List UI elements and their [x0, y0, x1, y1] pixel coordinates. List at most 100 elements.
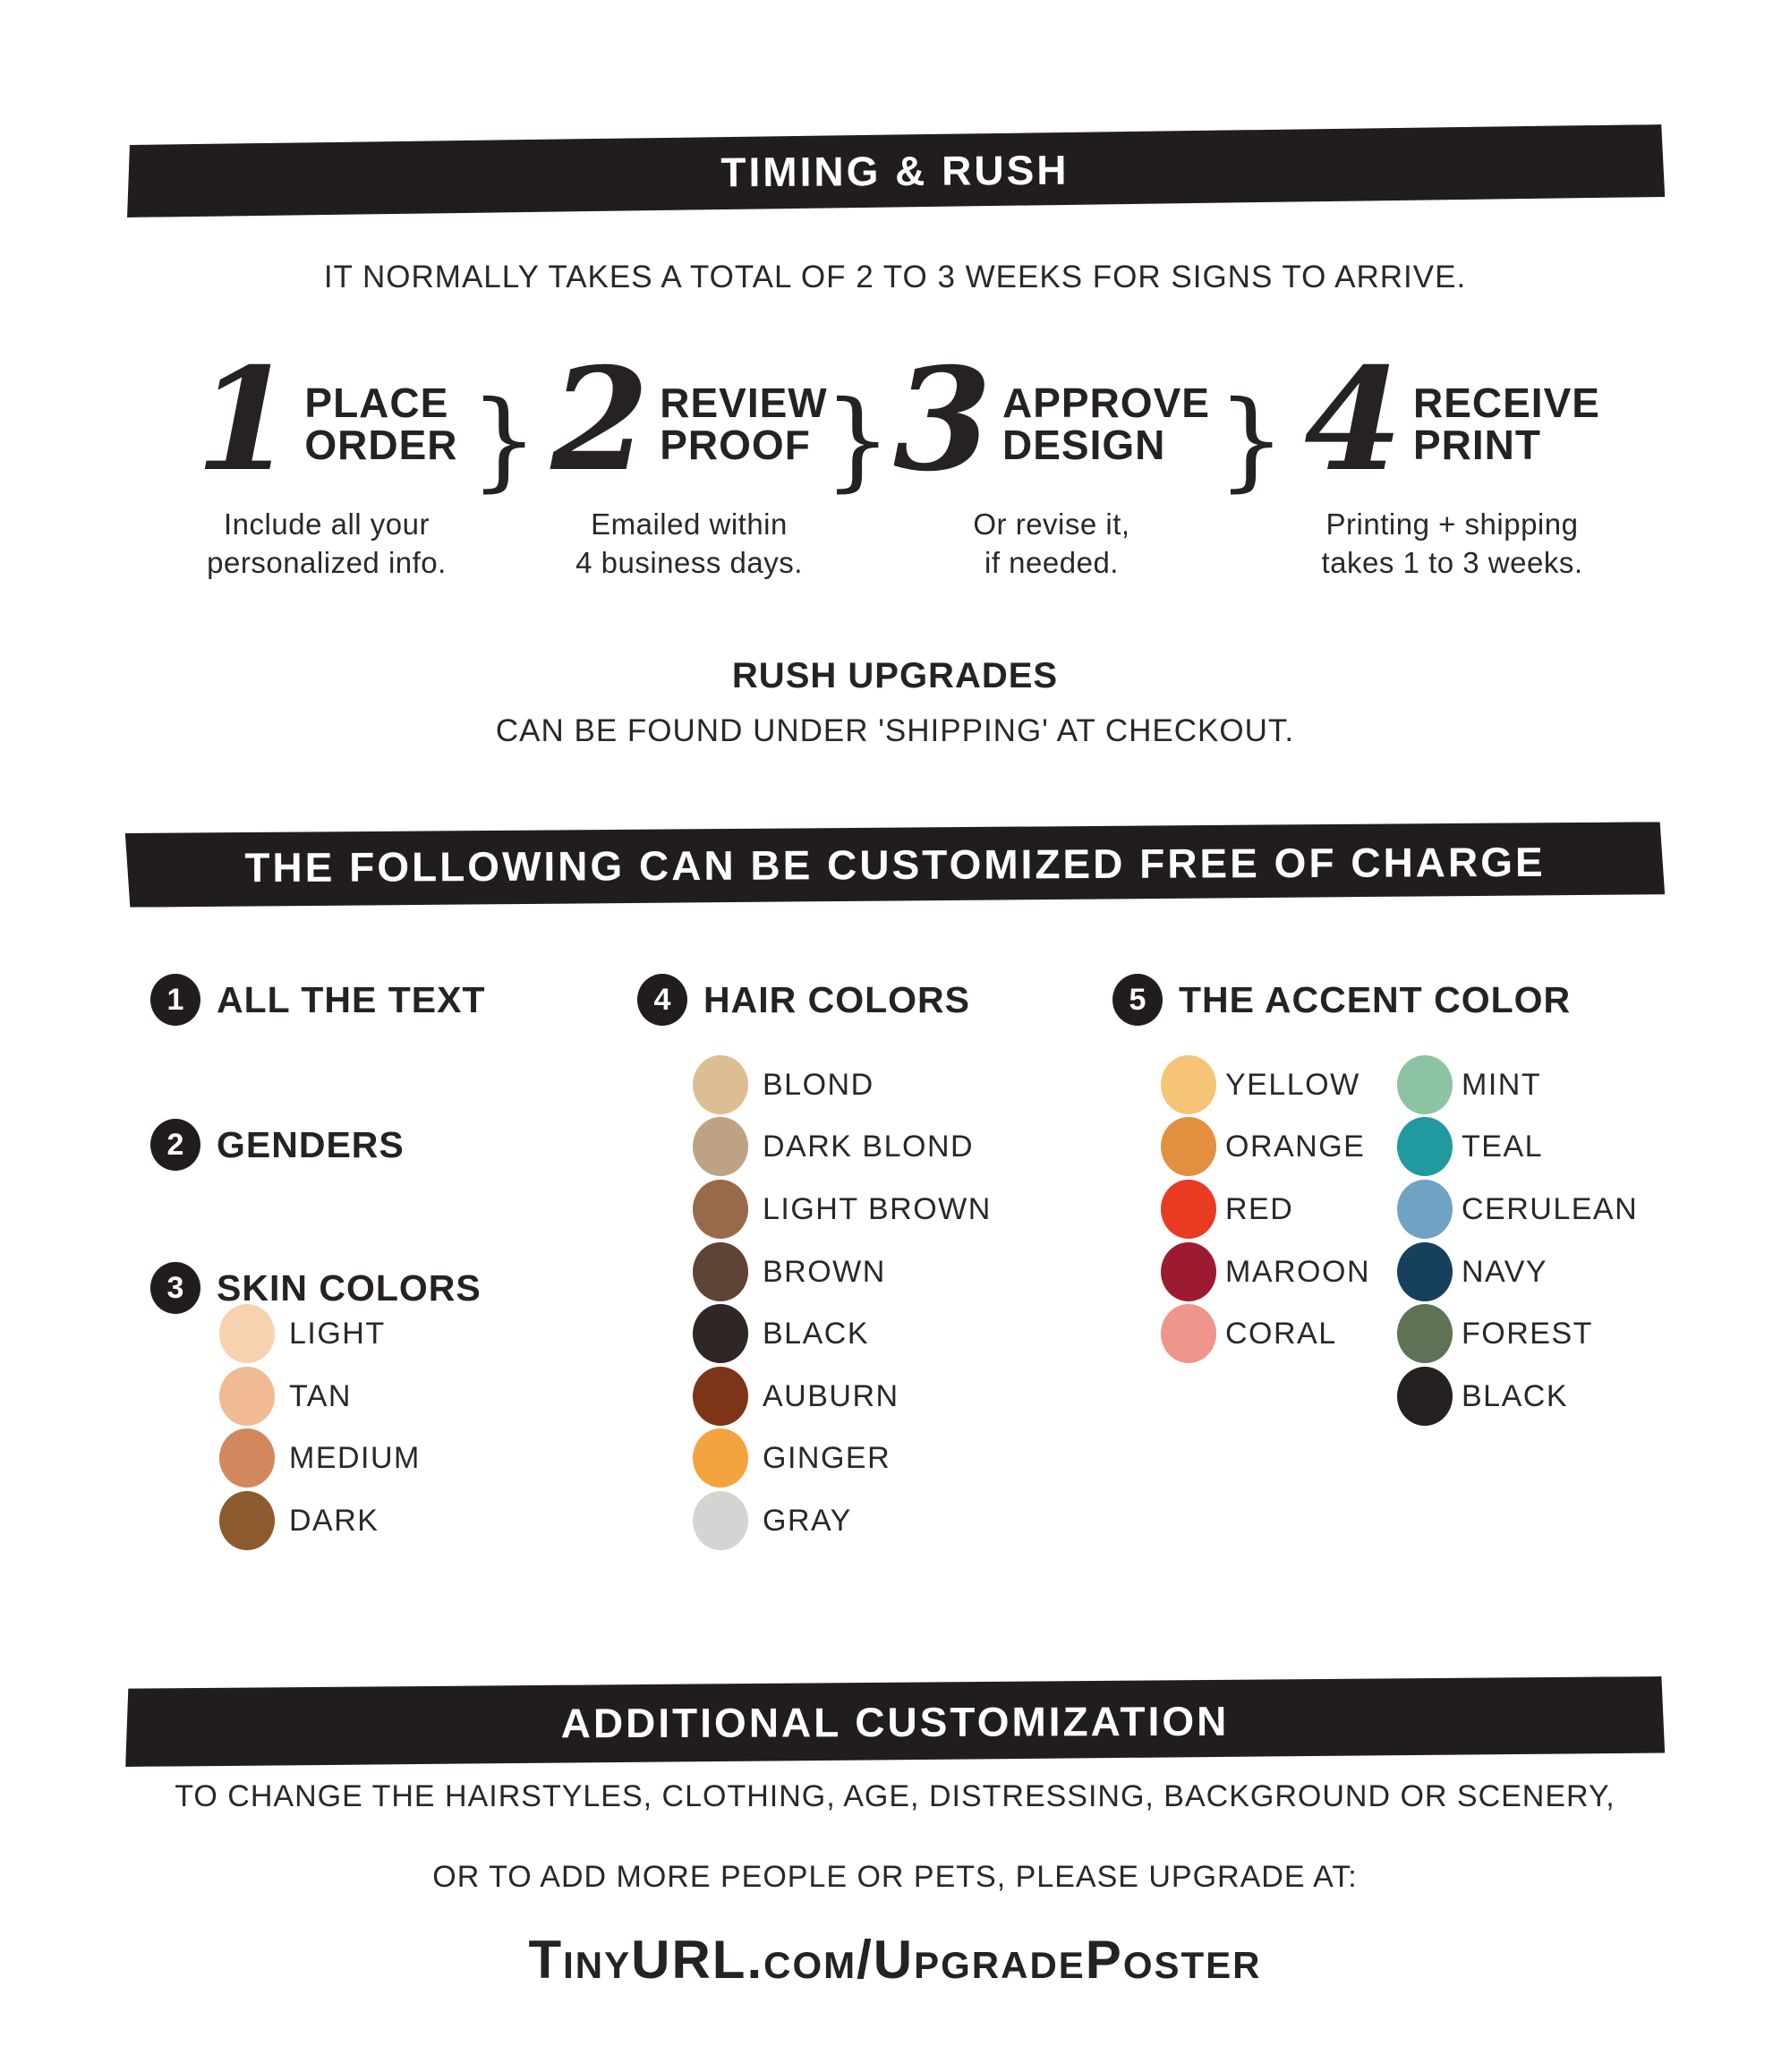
hair-brown-swatch [693, 1242, 748, 1301]
accent-color-maroon: MAROON [1161, 1242, 1370, 1301]
step-4-caption-line1: Printing + shipping [1325, 507, 1579, 541]
accent-forest-label: FOREST [1462, 1316, 1593, 1351]
step-2-number: 2 [550, 337, 650, 503]
item-accent-color: 5 THE ACCENT COLOR [1112, 974, 1571, 1026]
step-3-label-line2: DESIGN [1002, 421, 1166, 468]
accent-orange-label: ORANGE [1225, 1129, 1366, 1164]
accent-black-label: BLACK [1462, 1378, 1568, 1413]
accent-color-black: BLACK [1397, 1367, 1568, 1426]
step-3-label: APPROVE DESIGN [1002, 354, 1210, 466]
step-1-label-line1: PLACE [304, 379, 449, 426]
item-2-badge: 2 [150, 1119, 200, 1171]
accent-color-red: RED [1161, 1180, 1293, 1239]
step-2-caption-line1: Emailed within [591, 507, 788, 541]
step-review-proof: 2 REVIEW PROOF Emailed within 4 business… [533, 337, 846, 583]
hair-light-brown-label: LIGHT BROWN [763, 1191, 992, 1226]
step-2-label: REVIEW PROOF [660, 354, 827, 466]
step-4-caption: Printing + shipping takes 1 to 3 weeks. [1284, 506, 1620, 583]
accent-color-orange: ORANGE [1161, 1117, 1365, 1176]
step-1-head: 1 PLACE ORDER [175, 337, 479, 503]
item-4-title: HAIR COLORS [703, 978, 970, 1020]
hair-blond-label: BLOND [763, 1067, 874, 1102]
item-genders: 2 GENDERS [150, 1119, 405, 1171]
hair-black-label: BLACK [763, 1316, 869, 1351]
hair-black-swatch [693, 1304, 748, 1363]
item-4-badge: 4 [637, 974, 687, 1026]
item-1-title: ALL THE TEXT [217, 978, 486, 1020]
step-4-label: RECEIVE PRINT [1413, 354, 1600, 466]
timing-banner: TIMING & RUSH [125, 124, 1666, 217]
customize-banner: THE FOLLOWING CAN BE CUSTOMIZED FREE OF … [125, 822, 1665, 908]
accent-color-cerulean: CERULEAN [1397, 1180, 1638, 1239]
hair-brown-label: BROWN [763, 1254, 886, 1289]
skin-medium-label: MEDIUM [289, 1440, 421, 1475]
hair-color-blond: BLOND [693, 1055, 874, 1114]
skin-color-medium: MEDIUM [219, 1428, 421, 1488]
hair-ginger-label: GINGER [763, 1440, 891, 1475]
item-1-badge: 1 [150, 974, 200, 1026]
accent-red-label: RED [1225, 1191, 1294, 1226]
hair-gray-swatch [693, 1491, 748, 1550]
hair-auburn-label: AUBURN [763, 1378, 899, 1413]
step-4-label-line1: RECEIVE [1412, 379, 1600, 426]
step-2-head: 2 REVIEW PROOF [533, 337, 846, 503]
step-3-number: 3 [893, 337, 992, 503]
hair-dark-blond-label: DARK BLOND [763, 1129, 975, 1164]
accent-black-swatch [1397, 1367, 1453, 1426]
step-3-caption: Or revise it, if needed. [886, 506, 1217, 583]
accent-mint-label: MINT [1462, 1067, 1542, 1102]
timing-banner-title: TIMING & RUSH [720, 146, 1070, 196]
step-1-number: 1 [195, 337, 294, 503]
step-2-caption: Emailed within 4 business days. [533, 506, 846, 583]
additional-banner-title: ADDITIONAL CUSTOMIZATION [560, 1697, 1230, 1746]
accent-color-teal: TEAL [1397, 1117, 1543, 1176]
step-3-caption-line2: if needed. [984, 545, 1119, 579]
step-3-caption-line1: Or revise it, [973, 507, 1130, 541]
accent-yellow-label: YELLOW [1225, 1067, 1360, 1102]
customize-banner-title: THE FOLLOWING CAN BE CUSTOMIZED FREE OF … [244, 838, 1546, 891]
hair-light-brown-swatch [693, 1180, 748, 1239]
upgrade-url: TinyURL.com/UpgradePoster [528, 1930, 1262, 1990]
accent-color-mint: MINT [1397, 1055, 1541, 1114]
step-separator-brace-3: } [1217, 379, 1286, 503]
step-1-caption-line2: personalized info. [207, 545, 447, 579]
step-place-order: 1 PLACE ORDER Include all your personali… [175, 337, 479, 583]
accent-mint-swatch [1397, 1055, 1453, 1114]
skin-tan-label: TAN [289, 1378, 352, 1413]
additional-banner: ADDITIONAL CUSTOMIZATION [125, 1676, 1665, 1767]
accent-color-yellow: YELLOW [1161, 1055, 1360, 1114]
skin-dark-label: DARK [289, 1503, 379, 1538]
timing-intro-text: IT NORMALLY TAKES A TOTAL OF 2 TO 3 WEEK… [323, 260, 1467, 294]
skin-color-tan: TAN [219, 1367, 352, 1426]
step-receive-print: 4 RECEIVE PRINT Printing + shipping take… [1284, 337, 1620, 583]
item-5-title: THE ACCENT COLOR [1179, 978, 1572, 1020]
hair-auburn-swatch [693, 1367, 748, 1426]
accent-navy-swatch [1397, 1242, 1453, 1301]
skin-light-label: LIGHT [289, 1316, 386, 1351]
item-hair-colors: 4 HAIR COLORS [637, 974, 970, 1026]
accent-teal-label: TEAL [1462, 1129, 1544, 1164]
hair-dark-blond-swatch [693, 1117, 748, 1176]
step-4-caption-line2: takes 1 to 3 weeks. [1321, 545, 1583, 579]
step-4-head: 4 RECEIVE PRINT [1284, 337, 1620, 503]
step-1-label-line2: ORDER [304, 421, 458, 468]
step-4-number: 4 [1304, 337, 1402, 503]
step-3-head: 3 APPROVE DESIGN [886, 337, 1217, 503]
hair-color-black: BLACK [693, 1304, 869, 1363]
step-separator-brace-1: } [470, 379, 539, 503]
step-approve-design: 3 APPROVE DESIGN Or revise it, if needed… [886, 337, 1217, 583]
rush-upgrades-text: CAN BE FOUND UNDER 'SHIPPING' AT CHECKOU… [495, 713, 1295, 748]
hair-color-brown: BROWN [693, 1242, 886, 1301]
accent-maroon-label: MAROON [1225, 1254, 1370, 1289]
step-separator-brace-2: } [823, 379, 892, 503]
item-5-badge: 5 [1112, 974, 1163, 1026]
accent-forest-swatch [1397, 1304, 1453, 1363]
accent-red-swatch [1161, 1180, 1216, 1239]
hair-color-dark-blond: DARK BLOND [693, 1117, 974, 1176]
accent-maroon-swatch [1161, 1242, 1216, 1301]
hair-color-gray: GRAY [693, 1491, 852, 1550]
skin-dark-swatch [219, 1491, 275, 1550]
step-2-label-line2: PROOF [660, 421, 811, 468]
skin-color-dark: DARK [219, 1491, 379, 1550]
